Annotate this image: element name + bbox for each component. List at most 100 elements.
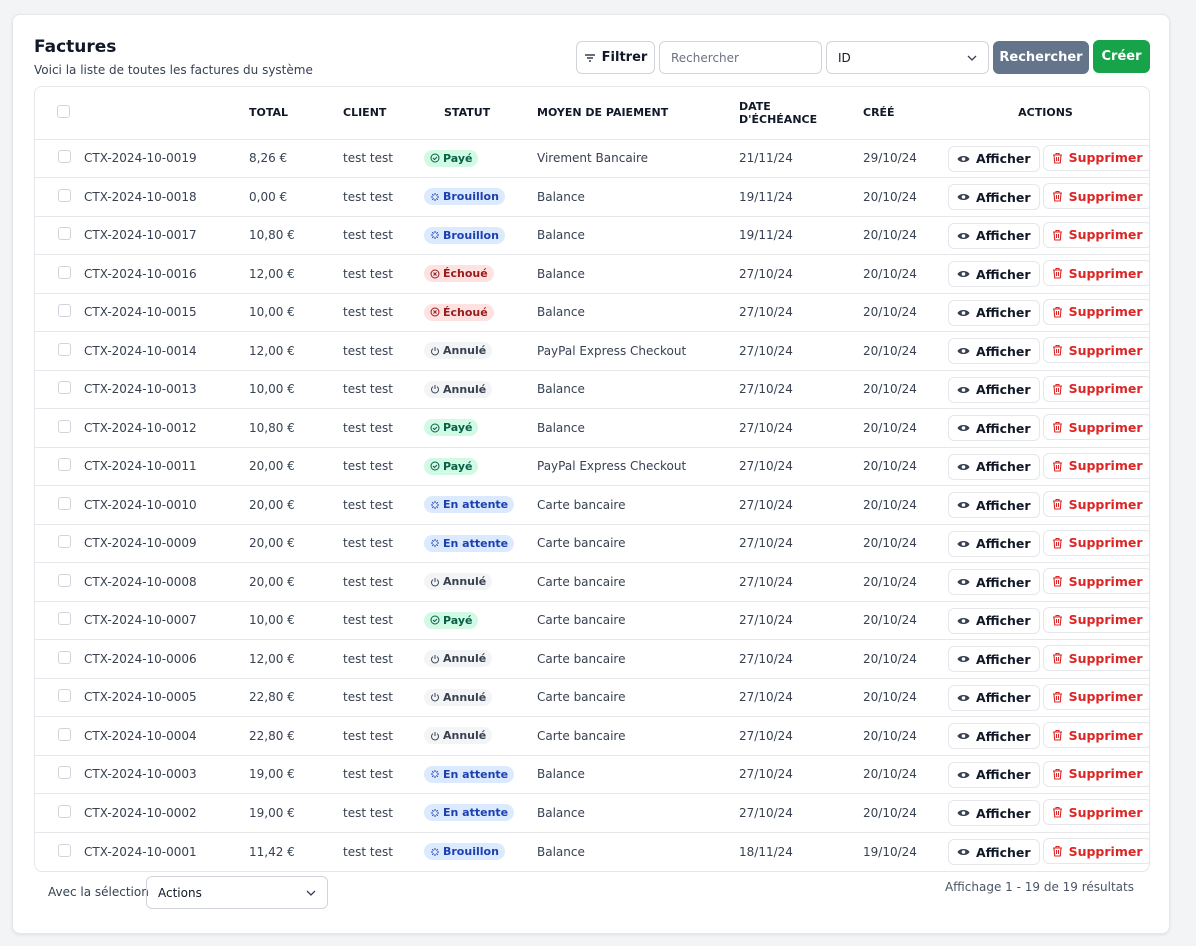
delete-button[interactable]: Supprimer: [1042, 414, 1149, 441]
row-checkbox[interactable]: [58, 419, 71, 433]
trash-icon: [1052, 807, 1062, 818]
due-date-cell: 27/10/24: [732, 716, 856, 756]
select-cell: [35, 370, 77, 409]
view-button[interactable]: Afficher: [948, 415, 1040, 442]
view-button[interactable]: Afficher: [948, 569, 1040, 596]
delete-button[interactable]: Supprimer: [1042, 221, 1149, 248]
view-button[interactable]: Afficher: [948, 646, 1040, 673]
view-button[interactable]: Afficher: [948, 530, 1040, 557]
client-cell: test test: [336, 139, 417, 178]
delete-button[interactable]: Supprimer: [1042, 529, 1149, 556]
invoice-id: CTX-2024-10-0015: [84, 305, 197, 320]
row-checkbox[interactable]: [58, 150, 71, 164]
invoice-id: CTX-2024-10-0009: [84, 536, 197, 551]
delete-button[interactable]: Supprimer: [1042, 568, 1149, 595]
created-date-cell: 29/10/24: [856, 139, 941, 178]
total-cell: 10,80 €: [242, 216, 336, 255]
delete-label: Supprimer: [1068, 612, 1143, 628]
delete-button[interactable]: Supprimer: [1042, 337, 1149, 364]
row-checkbox[interactable]: [58, 265, 71, 279]
payment-method: Balance: [537, 189, 585, 204]
delete-button[interactable]: Supprimer: [1042, 260, 1149, 287]
invoice-row: CTX-2024-10-0017 10,80 € test test Brouillo…: [35, 216, 1149, 255]
view-button[interactable]: Afficher: [948, 723, 1040, 750]
filter-button[interactable]: Filtrer: [576, 41, 655, 74]
delete-button[interactable]: Supprimer: [1042, 722, 1149, 749]
status-icon: [430, 423, 440, 433]
delete-button[interactable]: Supprimer: [1042, 683, 1149, 710]
view-button[interactable]: Afficher: [948, 299, 1040, 326]
view-button[interactable]: Afficher: [948, 607, 1040, 634]
status-icon: [430, 153, 440, 163]
delete-button[interactable]: Supprimer: [1042, 606, 1149, 633]
created-date: 19/10/24: [863, 844, 917, 859]
row-checkbox[interactable]: [58, 689, 71, 703]
delete-button[interactable]: Supprimer: [1042, 298, 1149, 325]
invoice-id: CTX-2024-10-0008: [84, 574, 197, 589]
row-checkbox[interactable]: [58, 381, 71, 395]
row-checkbox[interactable]: [58, 342, 71, 356]
delete-button[interactable]: Supprimer: [1042, 799, 1149, 826]
payment-method: Balance: [537, 805, 585, 820]
view-button[interactable]: Afficher: [948, 761, 1040, 788]
client: test test: [343, 305, 393, 320]
view-button[interactable]: Afficher: [948, 222, 1040, 249]
delete-button[interactable]: Supprimer: [1042, 645, 1149, 672]
status-label: Annulé: [443, 729, 487, 743]
created-date-cell: 20/10/24: [856, 639, 941, 679]
view-button[interactable]: Afficher: [948, 684, 1040, 711]
payment-method: Balance: [537, 228, 585, 243]
row-checkbox[interactable]: [58, 458, 71, 472]
row-checkbox[interactable]: [58, 304, 71, 318]
due-date-cell: 27/10/24: [732, 601, 856, 640]
view-button[interactable]: Afficher: [948, 261, 1040, 288]
client: test test: [343, 690, 393, 705]
row-checkbox[interactable]: [58, 612, 71, 626]
row-checkbox[interactable]: [58, 535, 71, 549]
total: 20,00 €: [249, 536, 295, 551]
view-button[interactable]: Afficher: [948, 145, 1040, 172]
delete-button[interactable]: Supprimer: [1042, 760, 1149, 787]
client: test test: [343, 844, 393, 859]
row-checkbox[interactable]: [58, 766, 71, 780]
field-select[interactable]: ID: [826, 41, 989, 74]
view-button[interactable]: Afficher: [948, 184, 1040, 211]
search-input[interactable]: Rechercher: [659, 41, 822, 74]
bulk-select[interactable]: Actions: [146, 876, 328, 909]
select-all[interactable]: [57, 104, 70, 118]
row-checkbox[interactable]: [58, 573, 71, 587]
trash-icon: [1052, 537, 1062, 549]
row-checkbox[interactable]: [58, 227, 71, 241]
total-cell: 20,00 €: [242, 447, 336, 486]
row-checkbox[interactable]: [58, 496, 71, 510]
due-date: 27/10/24: [739, 613, 793, 628]
row-checkbox[interactable]: [58, 188, 71, 202]
row-checkbox[interactable]: [58, 843, 71, 857]
payment-method: Carte bancaire: [537, 536, 626, 551]
status-label: Annulé: [443, 690, 487, 704]
view-button[interactable]: Afficher: [948, 376, 1040, 403]
row-checkbox[interactable]: [58, 650, 71, 664]
delete-button[interactable]: Supprimer: [1042, 491, 1149, 518]
view-button[interactable]: Afficher: [948, 800, 1040, 827]
delete-button[interactable]: Supprimer: [1042, 452, 1149, 479]
delete-button[interactable]: Supprimer: [1042, 375, 1149, 402]
view-button[interactable]: Afficher: [948, 839, 1040, 865]
search-button[interactable]: Rechercher: [993, 41, 1089, 74]
delete-button[interactable]: Supprimer: [1042, 183, 1149, 210]
delete-button[interactable]: Supprimer: [1042, 144, 1149, 171]
create-button[interactable]: Créer: [1093, 40, 1150, 73]
status-badge: Annulé: [424, 342, 493, 360]
delete-button[interactable]: Supprimer: [1042, 838, 1149, 864]
view-label: Afficher: [976, 266, 1031, 282]
view-button[interactable]: Afficher: [948, 453, 1040, 480]
view-button[interactable]: Afficher: [948, 338, 1040, 365]
status-label: Payé: [443, 459, 473, 473]
view-button[interactable]: Afficher: [948, 492, 1040, 519]
view-label: Afficher: [976, 844, 1031, 860]
status-badge: En attente: [424, 804, 515, 822]
total-cell: 0,00 €: [242, 177, 336, 217]
due-date: 27/10/24: [739, 728, 793, 743]
row-checkbox[interactable]: [58, 727, 71, 741]
row-checkbox[interactable]: [58, 804, 71, 818]
